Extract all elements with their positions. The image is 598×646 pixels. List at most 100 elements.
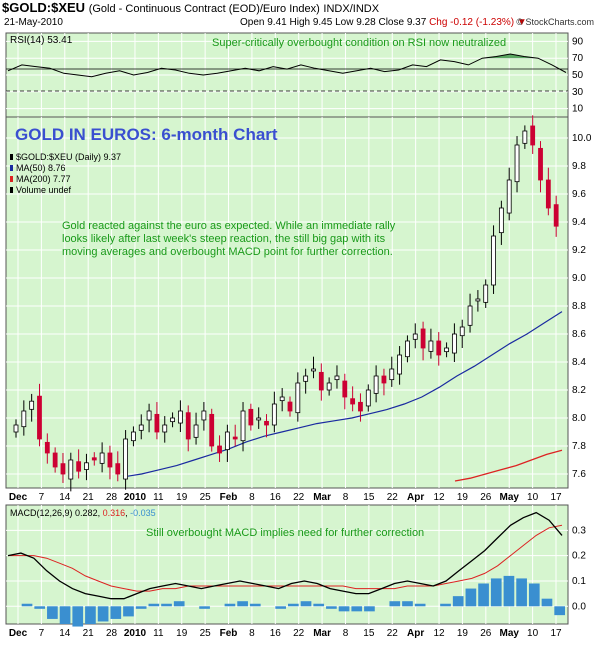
legend-swatch (10, 165, 13, 171)
x-tick-label: Mar (313, 628, 331, 639)
x-tick-label: May (499, 492, 519, 503)
candle-body (373, 375, 379, 394)
candle-body (514, 144, 520, 183)
macd-label: MACD(12,26,9) 0.282, 0.316, -0.035 (10, 508, 156, 518)
symbol-title: $GOLD:$XEU (Gold - Continuous Contract (… (2, 0, 379, 15)
candle-body (170, 417, 175, 423)
down-arrow-icon: ▼ (516, 17, 527, 28)
x-tick-label: 8 (343, 492, 349, 503)
rsi-annotation: Super-critically overbought condition on… (212, 37, 506, 49)
macd-histogram-bar (440, 603, 451, 607)
macd-histogram-bar (21, 603, 33, 607)
stockcharts-brand: © StockCharts.com (516, 17, 594, 27)
candle-body (256, 417, 262, 421)
macd-histogram-bar (59, 606, 71, 624)
candle-body (91, 457, 97, 461)
macd-histogram-bar (326, 606, 337, 609)
macd-histogram-bar (478, 583, 489, 607)
chart-title: GOLD IN EUROS: 6-month Chart (15, 125, 278, 144)
candle-body (326, 382, 332, 391)
ohlc-readout: Open 9.41 High 9.45 Low 9.28 Close 9.37 … (240, 17, 527, 28)
x-tick-label: Dec (9, 628, 28, 639)
chart-header: $GOLD:$XEU (Gold - Continuous Contract (… (2, 0, 596, 32)
x-tick-label: 19 (457, 492, 469, 503)
candle-body (60, 463, 66, 475)
macd-histogram-bar (528, 583, 540, 607)
x-tick-label: Apr (407, 628, 424, 639)
close-value: Close 9.37 (378, 17, 427, 28)
candle-body (350, 398, 356, 405)
x-tick-label: 8 (249, 628, 255, 639)
candle-body (37, 395, 42, 440)
candle-body (115, 463, 121, 475)
candle-body (99, 452, 105, 464)
x-tick-label: 11 (153, 492, 164, 503)
macd-histogram-bar (452, 596, 464, 607)
x-tick-label: 2010 (124, 628, 147, 639)
macd-histogram-bar (161, 603, 172, 607)
rsi-label: RSI(14) 53.41 (10, 35, 73, 46)
macd-histogram-bar (47, 606, 58, 619)
exchange: INDX/INDX (323, 3, 380, 15)
change-value: Chg -0.12 (-1.23%) (429, 17, 515, 28)
candle-body (342, 380, 348, 398)
candle-body (498, 207, 504, 234)
price-tick-label: 10.0 (572, 133, 592, 144)
candle-body (287, 401, 293, 412)
macd-tick-label: 0.0 (572, 601, 586, 612)
macd-histogram-bar (465, 588, 477, 607)
candle-body (444, 347, 449, 353)
x-tick-label: 17 (550, 628, 562, 639)
macd-histogram-bar (300, 601, 312, 607)
x-tick-label: 26 (480, 628, 492, 639)
rsi-tick-label: 30 (572, 87, 584, 98)
high-value: High 9.45 (289, 17, 333, 28)
macd-value: 0.282 (75, 508, 98, 518)
x-tick-label: Apr (407, 492, 424, 503)
rsi-line (7, 53, 567, 78)
macd-histogram-bar (288, 603, 299, 607)
macd-histogram-bar (148, 603, 160, 607)
candle-body (522, 130, 528, 144)
macd-histogram-bar (249, 603, 261, 607)
x-tick-label: Mar (313, 492, 331, 503)
macd-histogram-bar (516, 578, 527, 607)
candle-body (209, 413, 215, 447)
candle-body (436, 340, 442, 356)
macd-histogram-bar (364, 606, 375, 612)
candle-body (467, 305, 473, 326)
candle-body (29, 400, 35, 410)
candle-body (154, 413, 160, 433)
legend-entry: $GOLD:$XEU (Daily) 9.37 (16, 152, 121, 162)
macd-histogram-bar (85, 606, 96, 624)
candle-body (44, 441, 50, 454)
candle-body (177, 410, 183, 424)
macd-histogram-bar (135, 606, 147, 609)
x-tick-label: 22 (293, 628, 305, 639)
x-tick-label: 16 (270, 628, 282, 639)
ma200-line (454, 449, 563, 482)
price-tick-label: 9.6 (572, 189, 586, 200)
x-tick-label: 17 (550, 492, 562, 503)
macd-histogram-bar (275, 606, 286, 609)
candle-body (52, 452, 58, 468)
x-tick-label: 8 (343, 628, 349, 639)
macd-histogram-bar (237, 601, 248, 607)
candle-body (428, 340, 434, 352)
x-tick-label: 25 (200, 492, 212, 503)
macd-histogram-bar (123, 606, 134, 617)
macd-histogram-bar (199, 606, 210, 609)
legend-swatch (10, 154, 13, 160)
candle-body (412, 333, 418, 340)
price-tick-label: 9.4 (572, 217, 586, 228)
price-tick-label: 9.0 (572, 273, 586, 284)
x-tick-label: 26 (480, 492, 492, 503)
rsi-tick-label: 70 (572, 53, 584, 64)
price-annotation-line: Gold reacted against the euro as expecte… (62, 220, 396, 232)
candle-body (76, 461, 82, 472)
price-tick-label: 8.2 (572, 385, 586, 396)
x-tick-label: 22 (387, 492, 399, 503)
macd-histogram-bar (402, 601, 413, 607)
x-tick-label: 28 (106, 628, 118, 639)
